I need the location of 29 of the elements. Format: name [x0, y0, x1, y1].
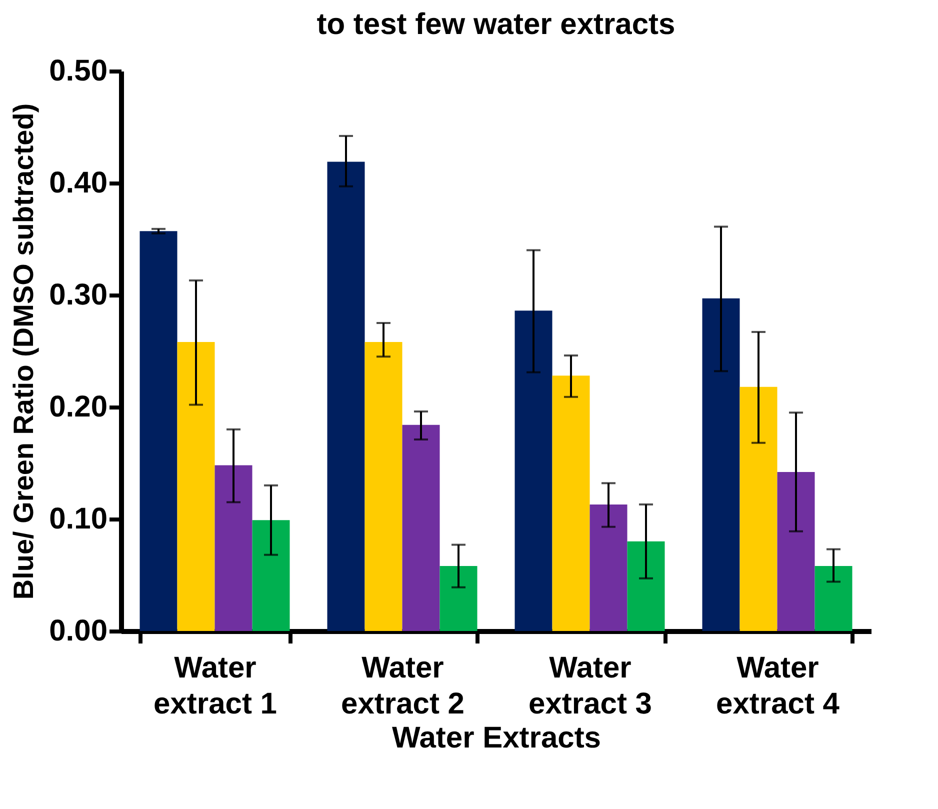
bar [702, 298, 740, 631]
bar [740, 386, 778, 631]
bar [814, 566, 852, 631]
bar [214, 465, 252, 631]
bar [777, 472, 815, 631]
x-tick-label: Water extract 4 [716, 652, 840, 720]
y-tick-label: 0.00 [49, 614, 108, 648]
y-tick-label: 0.10 [49, 502, 108, 536]
bar [590, 504, 628, 631]
y-axis-title: Blue/ Green Ratio (DMSO subtracted) [8, 103, 40, 600]
bar [627, 541, 665, 631]
x-tick-label: Water extract 2 [341, 652, 464, 720]
y-tick-label: 0.40 [49, 166, 108, 200]
y-tick-label: 0.50 [49, 54, 108, 88]
bar [140, 231, 178, 631]
y-tick-label: 0.20 [49, 390, 108, 424]
bar [552, 376, 590, 631]
bar [440, 566, 478, 631]
chart-title: to test few water extracts [316, 8, 676, 41]
bar [514, 310, 552, 631]
bar [252, 520, 290, 631]
x-axis-title: Water Extracts [392, 722, 601, 754]
bar [364, 342, 402, 631]
y-tick-label: 0.30 [49, 278, 108, 312]
x-tick-label: Water extract 3 [528, 652, 652, 720]
bar [327, 162, 365, 631]
bar [402, 424, 440, 631]
bar [177, 342, 215, 631]
x-tick-label: Water extract 1 [154, 652, 277, 720]
